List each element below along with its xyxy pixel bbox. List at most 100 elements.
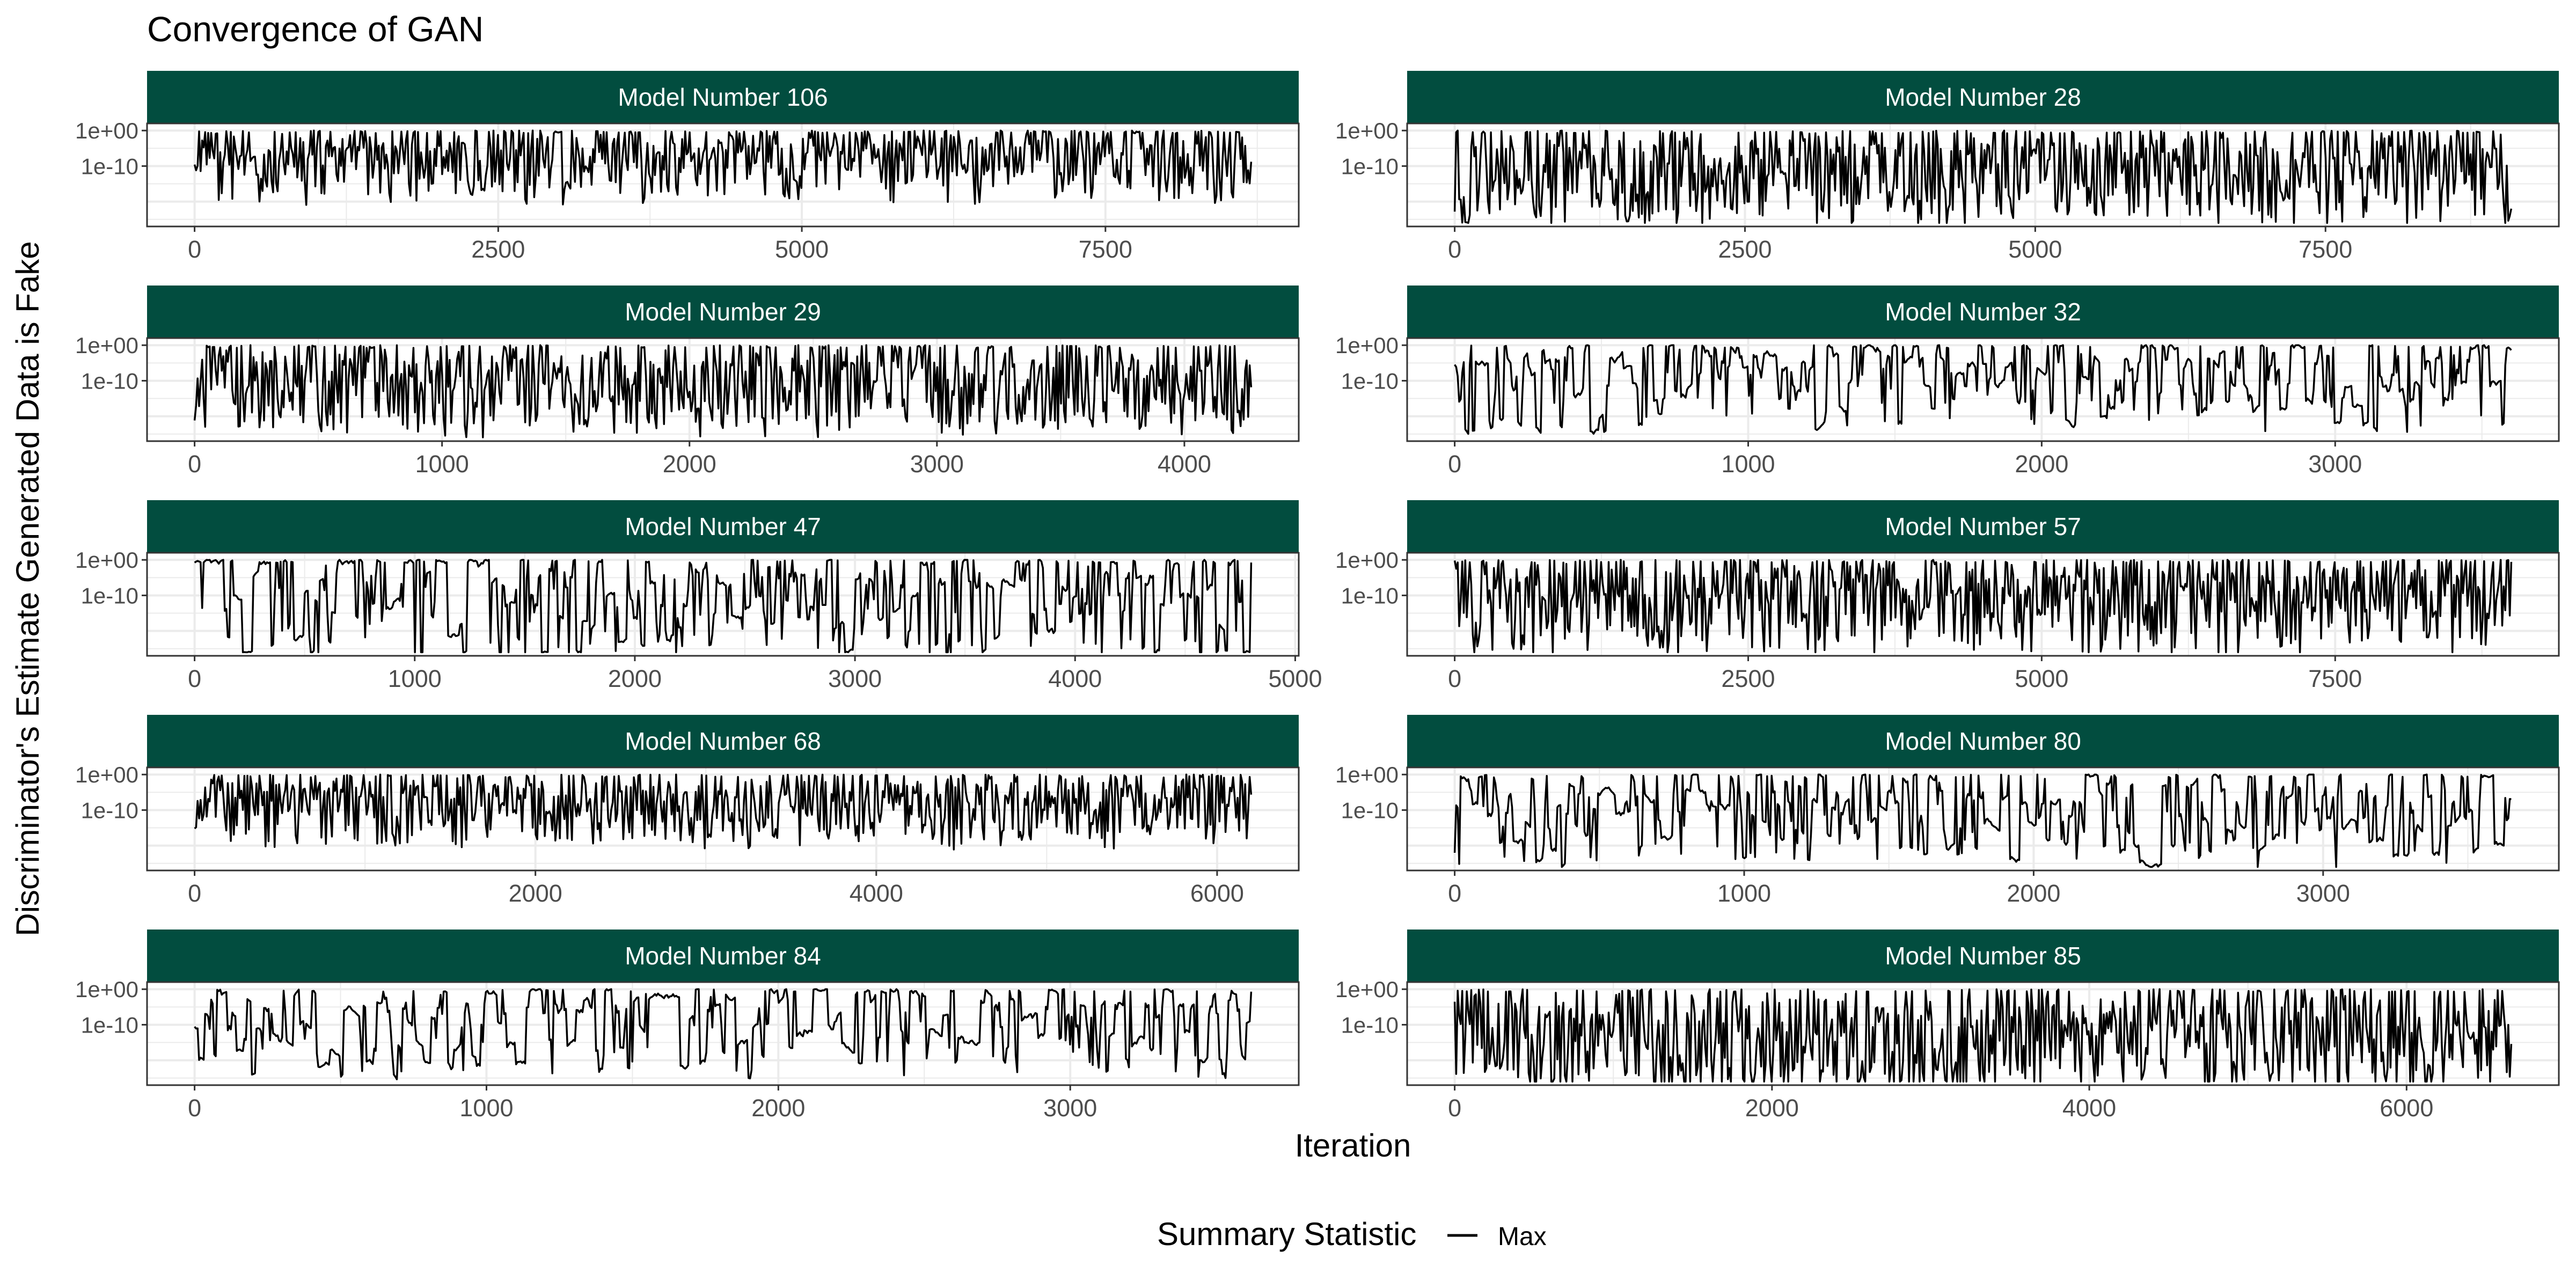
x-tick-label: 5000 (2008, 236, 2062, 263)
series-max-line (193, 129, 1253, 206)
x-tick-label: 0 (188, 665, 201, 692)
chart-title: Convergence of GAN (147, 9, 484, 49)
y-tick-label: 1e+00 (75, 547, 138, 573)
y-tick-label: 1e+00 (1335, 333, 1399, 358)
facet-strip-label: Model Number 84 (625, 942, 821, 970)
x-tick-label: 2000 (608, 665, 662, 692)
x-tick-label: 4000 (1048, 665, 1102, 692)
x-tick-label: 1000 (1717, 880, 1771, 907)
y-tick-label: 1e+00 (75, 762, 138, 787)
series-max-line (194, 773, 1253, 851)
x-tick-label: 2000 (2015, 450, 2068, 478)
panel-border (1406, 552, 2560, 657)
facet-10: Model Number 85 1e+00 1e-10 0 2000 4000 6000 (1335, 930, 2560, 1122)
facet-6: Model Number 57 1e+00 1e-10 0 2500 5000 7500 (1335, 500, 2560, 692)
facet-strip-label: Model Number 32 (1885, 298, 2081, 326)
x-tick-label: 7500 (2299, 236, 2352, 263)
x-tick-label: 2500 (471, 236, 525, 263)
x-tick-label: 4000 (1158, 450, 1211, 478)
y-tick-label: 1e-10 (1341, 797, 1399, 823)
y-tick-label: 1e+00 (1335, 977, 1399, 1002)
facet-strip (1407, 500, 2559, 553)
facet-strip-label: Model Number 106 (618, 83, 828, 111)
x-tick-label: 3000 (828, 665, 882, 692)
facet-strip-label: Model Number 68 (625, 727, 821, 755)
series-max-line (1454, 344, 2512, 435)
panel-border (146, 552, 1300, 657)
facet-1: Model Number 106 1e+00 1e-10 0 2500 5000 7500 (75, 71, 1300, 263)
facet-8: Model Number 80 1e+00 1e-10 0 1000 2000 3000 (1335, 715, 2560, 907)
series-max-line (194, 988, 1253, 1080)
facet-strip-label: Model Number 28 (1885, 83, 2081, 111)
panel-background (147, 553, 1299, 656)
y-tick-label: 1e+00 (1335, 547, 1399, 573)
x-tick-label: 0 (188, 236, 201, 263)
x-tick-label: 2500 (1721, 665, 1775, 692)
facet-7: Model Number 68 1e+00 1e-10 0 2000 4000 6000 (75, 715, 1300, 907)
series-max-line (1453, 773, 2512, 868)
x-tick-label: 6000 (2380, 1094, 2433, 1122)
panel-border (1406, 337, 2560, 442)
x-tick-label: 7500 (2308, 665, 2362, 692)
y-axis-title: Discriminator's Estimate Generated Data … (10, 241, 46, 936)
x-tick-label: 3000 (910, 450, 964, 478)
facet-strip (147, 500, 1299, 553)
x-tick-label: 3000 (1043, 1094, 1097, 1122)
y-tick-label: 1e+00 (75, 333, 138, 358)
y-tick-label: 1e+00 (75, 977, 138, 1002)
x-tick-label: 1000 (388, 665, 442, 692)
y-tick-label: 1e-10 (1341, 583, 1399, 608)
facet-strip (147, 715, 1299, 767)
facet-strip-label: Model Number 29 (625, 298, 821, 326)
panel-border (1406, 981, 2560, 1086)
facet-strip-label: Model Number 57 (1885, 513, 2081, 540)
x-tick-label: 4000 (850, 880, 903, 907)
y-tick-label: 1e+00 (1335, 118, 1399, 143)
x-tick-label: 0 (188, 1094, 201, 1122)
y-tick-label: 1e-10 (1341, 153, 1399, 179)
series-max-line (1453, 129, 2513, 224)
facet-strip (1407, 715, 2559, 767)
x-tick-label: 2000 (663, 450, 716, 478)
x-tick-label: 1000 (459, 1094, 513, 1122)
x-tick-label: 2000 (751, 1094, 805, 1122)
legend-label-max: Max (1498, 1223, 1547, 1251)
x-tick-label: 0 (1448, 236, 1461, 263)
x-tick-label: 2500 (1718, 236, 1772, 263)
y-tick-label: 1e-10 (1341, 1012, 1399, 1037)
x-tick-label: 1000 (1721, 450, 1775, 478)
y-tick-label: 1e-10 (81, 1012, 138, 1037)
x-tick-label: 0 (1448, 880, 1461, 907)
facet-strip-label: Model Number 80 (1885, 727, 2081, 755)
x-tick-label: 0 (188, 450, 201, 478)
x-tick-label: 2000 (1745, 1094, 1799, 1122)
panel-border (146, 337, 1300, 442)
panel-border (146, 122, 1300, 228)
series-max-line (194, 559, 1253, 654)
y-tick-label: 1e+00 (1335, 762, 1399, 787)
facet-3: Model Number 29 1e+00 1e-10 0 1000 2000 3000 40… (75, 286, 1300, 478)
facet-9: Model Number 84 1e+00 1e-10 0 1000 2000 3000 (75, 930, 1300, 1122)
series-max-line (1453, 559, 2513, 654)
x-tick-label: 3000 (2296, 880, 2350, 907)
series-max-line (1453, 988, 2513, 1083)
facet-strip (1407, 930, 2559, 982)
y-tick-label: 1e-10 (81, 797, 138, 823)
x-tick-label: 6000 (1190, 880, 1244, 907)
facet-strip-label: Model Number 47 (625, 513, 821, 540)
legend: Summary Statistic Max (1157, 1216, 1547, 1252)
panel-border (146, 981, 1300, 1086)
facet-strip (1407, 286, 2559, 338)
facet-strip (147, 930, 1299, 982)
x-tick-label: 5000 (2015, 665, 2068, 692)
panel-border (1406, 122, 2560, 228)
x-tick-label: 0 (1448, 665, 1461, 692)
x-tick-label: 0 (1448, 450, 1461, 478)
y-tick-label: 1e-10 (1341, 368, 1399, 393)
panel-border (1406, 766, 2560, 872)
x-tick-label: 0 (1448, 1094, 1461, 1122)
facet-strip-label: Model Number 85 (1885, 942, 2081, 970)
x-tick-label: 2000 (509, 880, 562, 907)
